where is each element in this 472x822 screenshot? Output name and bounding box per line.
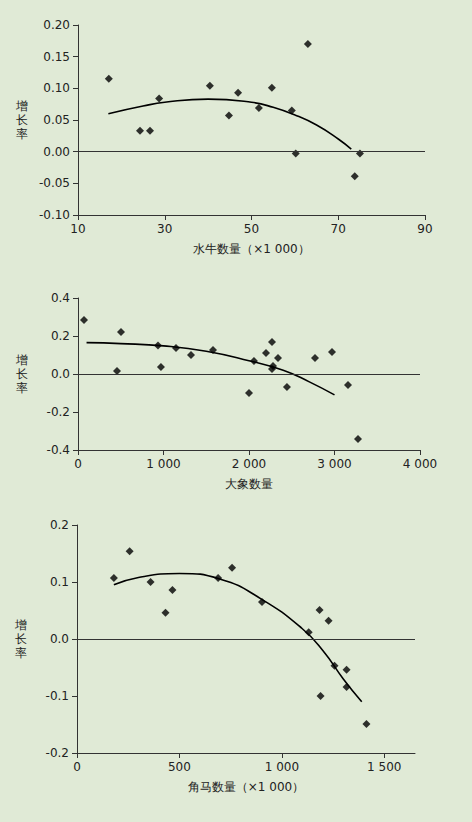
svg-text:-0.2: -0.2 (47, 405, 70, 419)
svg-text:10: 10 (70, 222, 85, 236)
svg-text:0.2: 0.2 (50, 518, 69, 532)
svg-text:增: 增 (15, 353, 28, 367)
svg-text:0.0: 0.0 (50, 632, 69, 646)
svg-text:0.2: 0.2 (51, 329, 70, 343)
svg-text:0.0: 0.0 (51, 367, 70, 381)
svg-text:-0.05: -0.05 (39, 176, 70, 190)
svg-text:50: 50 (244, 222, 259, 236)
svg-text:-0.1: -0.1 (46, 689, 69, 703)
svg-text:0.15: 0.15 (43, 50, 70, 64)
svg-text:长: 长 (16, 113, 28, 127)
svg-text:增: 增 (15, 99, 28, 113)
svg-text:0: 0 (74, 457, 82, 471)
svg-text:长: 长 (16, 367, 28, 381)
svg-text:4 000: 4 000 (403, 457, 437, 471)
svg-text:0.4: 0.4 (51, 291, 70, 305)
svg-text:0.00: 0.00 (43, 145, 70, 159)
svg-text:2 000: 2 000 (232, 457, 266, 471)
svg-text:率: 率 (16, 381, 28, 395)
svg-text:-0.4: -0.4 (47, 443, 70, 457)
svg-text:1 500: 1 500 (367, 760, 401, 774)
svg-text:30: 30 (157, 222, 172, 236)
svg-text:500: 500 (168, 760, 191, 774)
svg-text:增: 增 (14, 618, 27, 632)
svg-text:0.20: 0.20 (43, 18, 70, 32)
svg-text:0: 0 (73, 760, 81, 774)
svg-text:水牛数量（×1 000）: 水牛数量（×1 000） (193, 242, 309, 256)
svg-text:3 000: 3 000 (317, 457, 351, 471)
svg-text:0.05: 0.05 (43, 113, 70, 127)
svg-text:大象数量: 大象数量 (225, 477, 273, 491)
svg-text:长: 长 (15, 632, 27, 646)
svg-text:0.10: 0.10 (43, 81, 70, 95)
svg-text:90: 90 (417, 222, 432, 236)
svg-text:-0.10: -0.10 (39, 208, 70, 222)
svg-text:-0.2: -0.2 (46, 746, 69, 760)
svg-text:0.1: 0.1 (50, 575, 69, 589)
svg-text:率: 率 (15, 646, 27, 660)
svg-text:70: 70 (331, 222, 346, 236)
svg-text:1 000: 1 000 (146, 457, 180, 471)
svg-text:角马数量（×1 000）: 角马数量（×1 000） (188, 780, 304, 794)
svg-text:率: 率 (16, 127, 28, 141)
svg-text:1 000: 1 000 (265, 760, 299, 774)
